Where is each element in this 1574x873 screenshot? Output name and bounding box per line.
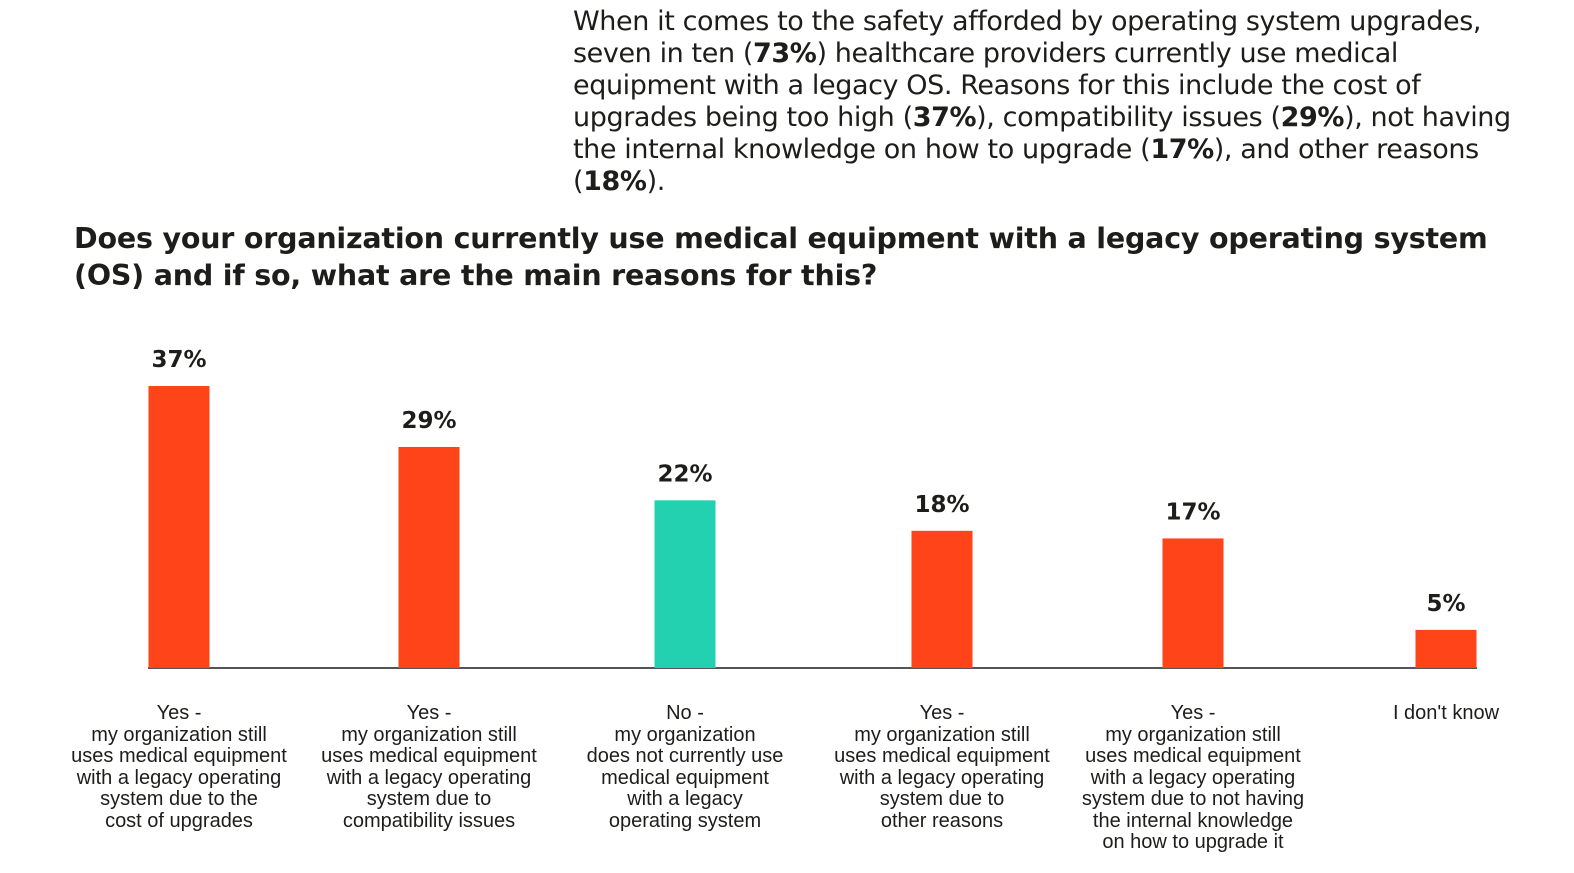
category-label-0: Yes - my organization still uses medical… — [71, 702, 287, 832]
bar-3 — [911, 530, 973, 668]
bar-value-label-4: 17% — [1165, 499, 1220, 525]
bar-2 — [654, 500, 716, 668]
intro-text: When it comes to the safety afforded by … — [573, 6, 1482, 69]
bar-value-label-0: 37% — [151, 347, 206, 373]
bar-value-label-2: 22% — [657, 461, 712, 487]
intro-text: ), not having the internal knowledge on … — [573, 102, 1511, 165]
category-label-3: Yes - my organization still uses medical… — [834, 702, 1050, 832]
intro-text: ), compatibility issues ( — [976, 102, 1281, 133]
chart-title: Does your organization currently use med… — [74, 222, 1488, 292]
category-label-4: Yes - my organization still uses medical… — [1081, 702, 1305, 853]
intro-stat: 18% — [583, 166, 647, 197]
bar-1 — [398, 446, 460, 668]
bar-4 — [1162, 538, 1224, 668]
bar-0 — [148, 386, 210, 668]
bar-value-label-3: 18% — [914, 492, 969, 518]
intro-text: ). — [646, 166, 666, 197]
intro-text: ), and other reasons ( — [573, 134, 1479, 197]
intro-text: ) healthcare providers currently use med… — [573, 38, 1421, 133]
intro-stat: 37% — [912, 102, 977, 133]
bar-value-label-1: 29% — [401, 408, 456, 434]
category-label-5: I don't know — [1392, 702, 1500, 724]
category-label-1: Yes - my organization still uses medical… — [321, 702, 537, 832]
intro-stat: 29% — [1280, 102, 1345, 133]
intro-paragraph: When it comes to the safety afforded by … — [573, 6, 1533, 198]
intro-stat: 17% — [1150, 134, 1214, 165]
intro-stat: 73% — [753, 38, 817, 69]
category-label-2: No - my organization does not currently … — [586, 702, 784, 832]
bar-value-label-5: 5% — [1426, 591, 1465, 617]
bar-5 — [1415, 629, 1477, 668]
